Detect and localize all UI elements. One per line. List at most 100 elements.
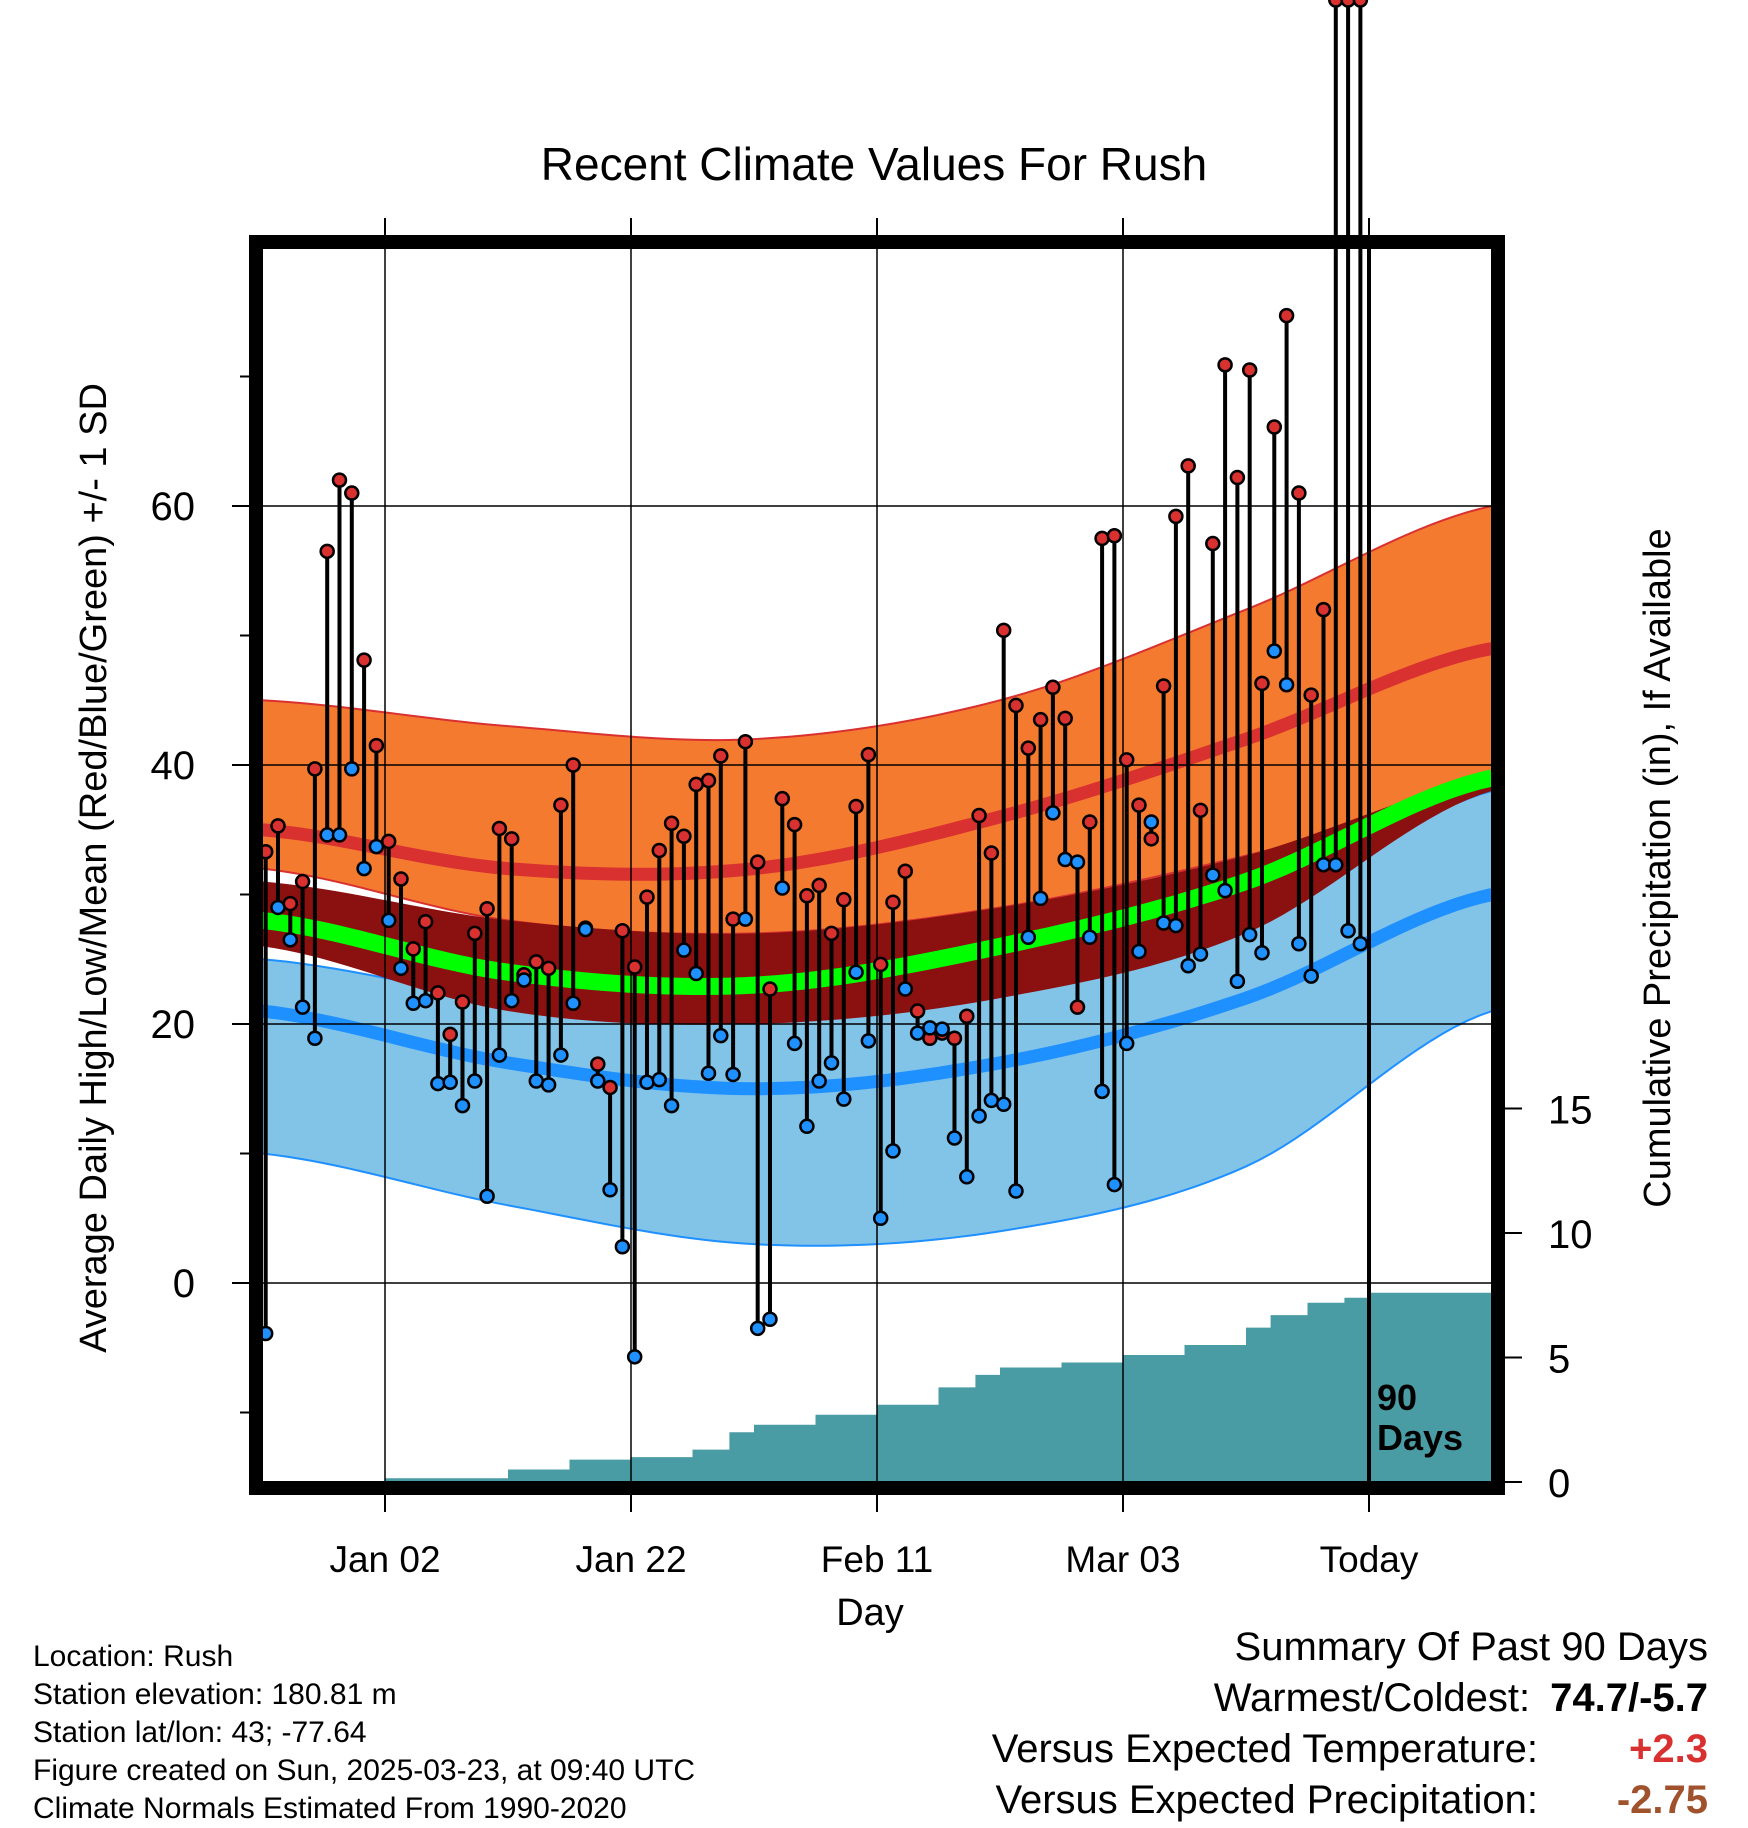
obs-high-point bbox=[1155, 678, 1172, 694]
obs-high-point bbox=[811, 877, 827, 894]
obs-low-point bbox=[1094, 1083, 1110, 1100]
obs-low-point bbox=[959, 1169, 975, 1185]
obs-low-point bbox=[368, 838, 385, 855]
obs-high-point bbox=[1229, 469, 1246, 486]
obs-low-point bbox=[762, 1311, 778, 1328]
obs-high-point bbox=[1094, 530, 1110, 547]
obs-high-point bbox=[1303, 687, 1319, 703]
obs-high-point bbox=[971, 807, 987, 824]
obs-low-point bbox=[971, 1108, 987, 1124]
obs-high-point bbox=[897, 863, 914, 879]
obs-high-point bbox=[959, 1008, 975, 1024]
obs-high-point bbox=[442, 1026, 458, 1043]
obs-high-point bbox=[639, 889, 655, 905]
obs-low-point bbox=[1155, 915, 1172, 931]
y-tick-label-left: 40 bbox=[151, 744, 196, 788]
obs-high-point bbox=[737, 733, 754, 750]
obs-high-point bbox=[405, 941, 422, 957]
obs-low-point bbox=[307, 1030, 323, 1046]
obs-high-point bbox=[749, 854, 766, 870]
obs-low-point bbox=[1254, 945, 1270, 961]
obs-high-point bbox=[1118, 752, 1135, 768]
y-tick-label-right: 15 bbox=[1548, 1089, 1593, 1133]
precip-area bbox=[262, 1292, 1492, 1482]
temp-anomaly-value: +2.3 bbox=[1629, 1727, 1708, 1771]
obs-low-point bbox=[282, 932, 299, 948]
obs-low-point bbox=[1278, 676, 1295, 693]
x-tick-label: Feb 11 bbox=[821, 1539, 933, 1580]
obs-low-point bbox=[1291, 935, 1307, 952]
obs-low-point bbox=[1020, 929, 1037, 945]
obs-high-point bbox=[602, 1079, 618, 1096]
obs-low-point bbox=[676, 942, 692, 958]
obs-high-point bbox=[1217, 357, 1233, 373]
obs-high-point bbox=[1143, 831, 1160, 847]
obs-high-point bbox=[528, 954, 545, 970]
obs-low-point bbox=[430, 1075, 446, 1092]
obs-high-point bbox=[319, 543, 335, 560]
obs-high-point bbox=[1192, 802, 1209, 819]
obs-high-point bbox=[344, 485, 360, 501]
obs-high-point bbox=[1008, 697, 1024, 714]
obs-high-point bbox=[909, 1003, 926, 1019]
obs-high-point bbox=[356, 652, 372, 668]
obs-low-point bbox=[577, 921, 594, 938]
obs-high-point bbox=[270, 818, 286, 834]
x-tick-label: Jan 02 bbox=[329, 1539, 440, 1580]
obs-low-point bbox=[565, 995, 581, 1012]
obs-high-point bbox=[1057, 710, 1073, 727]
obs-high-point bbox=[774, 790, 791, 807]
obs-high-point bbox=[1069, 999, 1086, 1015]
extremes-label: Warmest/Coldest: bbox=[1213, 1676, 1531, 1720]
obs-high-point bbox=[836, 891, 852, 908]
obs-high-point bbox=[799, 888, 815, 904]
obs-low-point bbox=[725, 1066, 741, 1083]
obs-low-point bbox=[1143, 814, 1160, 830]
obs-low-point bbox=[270, 899, 286, 916]
obs-high-point bbox=[983, 845, 1000, 861]
obs-high-point bbox=[565, 757, 581, 773]
obs-low-point bbox=[1192, 946, 1209, 962]
obs-low-point bbox=[528, 1073, 545, 1089]
obs-low-point bbox=[1340, 923, 1356, 939]
obs-high-point bbox=[995, 622, 1012, 639]
precip-anomaly-row: Versus Expected Precipitation: -2.75 bbox=[992, 1775, 1708, 1826]
obs-low-point bbox=[540, 1077, 557, 1093]
obs-high-point bbox=[663, 815, 680, 832]
obs-high-point bbox=[1180, 458, 1196, 474]
obs-low-point bbox=[639, 1074, 655, 1091]
obs-low-point bbox=[442, 1074, 458, 1091]
obs-high-point bbox=[393, 871, 409, 887]
temp-anomaly-row: Versus Expected Temperature: +2.3 bbox=[992, 1724, 1708, 1775]
obs-high-point bbox=[823, 925, 840, 942]
obs-low-point bbox=[1241, 926, 1258, 943]
y-tick-label-right: 10 bbox=[1548, 1213, 1593, 1257]
obs-low-point bbox=[380, 912, 397, 929]
extremes-value: 74.7/-5.7 bbox=[1550, 1676, 1708, 1720]
obs-high-point bbox=[1106, 528, 1123, 544]
obs-high-point bbox=[1340, 0, 1356, 8]
obs-low-point bbox=[1082, 929, 1098, 945]
obs-low-point bbox=[1106, 1176, 1123, 1193]
extremes-row: Warmest/Coldest: 74.7/-5.7 bbox=[992, 1673, 1708, 1724]
obs-high-point bbox=[1032, 711, 1049, 728]
obs-low-point bbox=[1045, 805, 1061, 821]
obs-high-point bbox=[676, 828, 692, 844]
plot-frame bbox=[249, 235, 1505, 1495]
obs-low-point bbox=[1266, 643, 1283, 659]
obs-low-point bbox=[1168, 917, 1184, 934]
obs-low-point bbox=[651, 1071, 668, 1088]
obs-low-point bbox=[356, 860, 372, 877]
obs-high-point bbox=[380, 833, 397, 850]
obs-high-point bbox=[479, 900, 495, 917]
x-tick-label: Today bbox=[1320, 1539, 1419, 1580]
obs-low-point bbox=[393, 960, 409, 977]
obs-high-point bbox=[614, 923, 631, 939]
obs-low-point bbox=[1131, 943, 1147, 960]
obs-low-point bbox=[491, 1047, 508, 1063]
summary-title: Summary Of Past 90 Days bbox=[1234, 1625, 1708, 1669]
created-text: Figure created on Sun, 2025-03-23, at 09… bbox=[33, 1754, 696, 1787]
y-tick-label-left: 20 bbox=[151, 1003, 196, 1047]
obs-low-point bbox=[467, 1073, 483, 1089]
obs-low-point bbox=[1217, 882, 1233, 899]
